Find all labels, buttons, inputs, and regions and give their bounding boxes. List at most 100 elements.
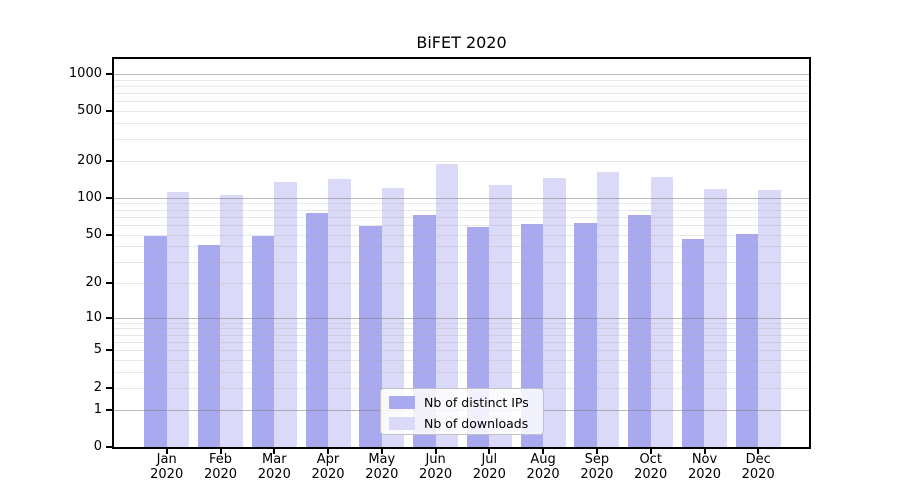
bar-ips-sep bbox=[574, 223, 597, 447]
gridline-minor-600 bbox=[114, 101, 809, 103]
x-axis-label-apr: Apr 2020 bbox=[298, 452, 358, 482]
x-label-year: 2020 bbox=[472, 467, 506, 482]
y-tick-mark-50 bbox=[106, 233, 112, 236]
gridline-minor-7 bbox=[114, 334, 809, 336]
x-axis-label-feb: Feb 2020 bbox=[191, 452, 251, 482]
x-axis-label-oct: Oct 2020 bbox=[621, 452, 681, 482]
bar-ips-feb bbox=[197, 245, 221, 447]
bar-ips-may bbox=[359, 225, 382, 447]
bar-downloads-oct bbox=[650, 177, 674, 447]
y-tick-mark-100 bbox=[106, 196, 112, 199]
x-tick-mark-dec bbox=[757, 449, 760, 454]
x-label-year: 2020 bbox=[257, 467, 291, 482]
x-axis-label-sep: Sep 2020 bbox=[567, 452, 627, 482]
bar-ips-dec bbox=[735, 233, 759, 447]
y-tick-label-5: 5 bbox=[93, 342, 102, 358]
gridline-minor-5 bbox=[114, 350, 809, 352]
gridline-minor-20 bbox=[114, 282, 809, 284]
gridline-minor-30 bbox=[114, 261, 809, 263]
x-tick-mark-aug bbox=[542, 449, 545, 454]
x-tick-mark-feb bbox=[219, 449, 222, 454]
bar-downloads-apr bbox=[328, 179, 351, 447]
y-tick-mark-1000 bbox=[106, 72, 112, 75]
legend-row-distinct-ips: Nb of distinct IPs bbox=[389, 395, 535, 410]
plot-area bbox=[112, 57, 811, 449]
bar-ips-oct bbox=[628, 215, 651, 447]
y-tick-label-2: 2 bbox=[93, 379, 102, 395]
x-tick-mark-jul bbox=[488, 449, 491, 454]
legend-label-distinct-ips: Nb of distinct IPs bbox=[424, 394, 529, 410]
gridline-minor-800 bbox=[114, 85, 809, 87]
x-tick-mark-nov bbox=[703, 449, 706, 454]
x-label-month: Jun bbox=[425, 452, 446, 467]
x-label-month: Feb bbox=[208, 452, 233, 467]
y-tick-label-1: 1 bbox=[93, 401, 102, 417]
gridline-minor-4 bbox=[114, 360, 809, 362]
gridline-major-10 bbox=[114, 317, 809, 319]
gridline-minor-6 bbox=[114, 341, 809, 343]
bar-downloads-aug bbox=[543, 178, 566, 447]
y-tick-mark-20 bbox=[106, 281, 112, 284]
x-tick-mark-may bbox=[380, 449, 383, 454]
gridline-minor-700 bbox=[114, 93, 809, 94]
y-tick-mark-0 bbox=[106, 446, 112, 448]
x-label-year: 2020 bbox=[687, 467, 722, 482]
x-label-month: Nov bbox=[691, 452, 718, 467]
x-tick-mark-oct bbox=[649, 449, 652, 454]
y-tick-label-20: 20 bbox=[85, 274, 102, 290]
x-label-year: 2020 bbox=[526, 467, 560, 482]
gridline-minor-90 bbox=[114, 203, 809, 205]
y-tick-label-100: 100 bbox=[77, 189, 102, 205]
x-tick-mark-sep bbox=[595, 449, 598, 454]
legend-swatch-distinct-ips bbox=[389, 395, 415, 409]
x-label-year: 2020 bbox=[634, 467, 668, 482]
gridline-minor-200 bbox=[114, 160, 809, 162]
gridline-minor-500 bbox=[114, 111, 809, 113]
x-tick-mark-apr bbox=[327, 449, 329, 454]
x-label-year: 2020 bbox=[365, 467, 399, 482]
gridline-minor-40 bbox=[114, 246, 809, 248]
x-tick-mark-jan bbox=[165, 449, 168, 454]
y-tick-mark-5 bbox=[106, 349, 112, 352]
gridline-minor-70 bbox=[114, 216, 809, 218]
x-label-month: Aug bbox=[530, 452, 556, 467]
y-tick-mark-500 bbox=[106, 110, 112, 113]
x-label-month: Sep bbox=[584, 452, 610, 467]
x-label-month: Mar bbox=[262, 452, 287, 467]
bar-downloads-may bbox=[381, 187, 405, 447]
bar-downloads-jan bbox=[166, 192, 190, 447]
gridline-minor-400 bbox=[114, 123, 809, 125]
y-tick-label-1000: 1000 bbox=[68, 65, 102, 81]
x-label-year: 2020 bbox=[419, 467, 453, 482]
x-label-month: Jul bbox=[481, 452, 498, 467]
x-label-month: Jan bbox=[156, 452, 177, 467]
x-label-year: 2020 bbox=[580, 467, 614, 482]
x-axis-label-may: May 2020 bbox=[352, 452, 412, 482]
gridline-minor-80 bbox=[114, 209, 809, 211]
x-axis-label-jul: Jul 2020 bbox=[459, 452, 519, 482]
x-axis-label-nov: Nov 2020 bbox=[675, 452, 735, 482]
gridline-minor-8 bbox=[114, 328, 809, 330]
y-tick-label-200: 200 bbox=[77, 152, 102, 168]
y-tick-label-10: 10 bbox=[85, 309, 102, 325]
x-label-month: May bbox=[368, 452, 396, 467]
x-axis-label-dec: Dec 2020 bbox=[728, 452, 788, 482]
legend: Nb of distinct IPs Nb of downloads bbox=[380, 388, 544, 435]
x-tick-mark-mar bbox=[273, 449, 276, 454]
x-label-year: 2020 bbox=[203, 467, 238, 482]
gridline-major-1000 bbox=[114, 73, 809, 76]
x-label-month: Apr bbox=[316, 452, 340, 467]
x-label-year: 2020 bbox=[741, 467, 775, 482]
x-axis-label-mar: Mar 2020 bbox=[244, 452, 304, 482]
y-tick-mark-10 bbox=[106, 316, 112, 319]
y-tick-mark-1 bbox=[106, 408, 112, 411]
y-tick-label-50: 50 bbox=[85, 226, 102, 242]
gridline-minor-50 bbox=[114, 234, 809, 236]
legend-label-downloads: Nb of downloads bbox=[424, 415, 529, 431]
y-tick-label-0: 0 bbox=[93, 439, 102, 454]
x-label-month: Dec bbox=[745, 452, 771, 467]
bar-downloads-sep bbox=[596, 171, 620, 447]
gridline-minor-3 bbox=[114, 372, 809, 374]
bar-downloads-feb bbox=[220, 194, 243, 447]
chart-title: BiFET 2020 bbox=[416, 33, 507, 52]
